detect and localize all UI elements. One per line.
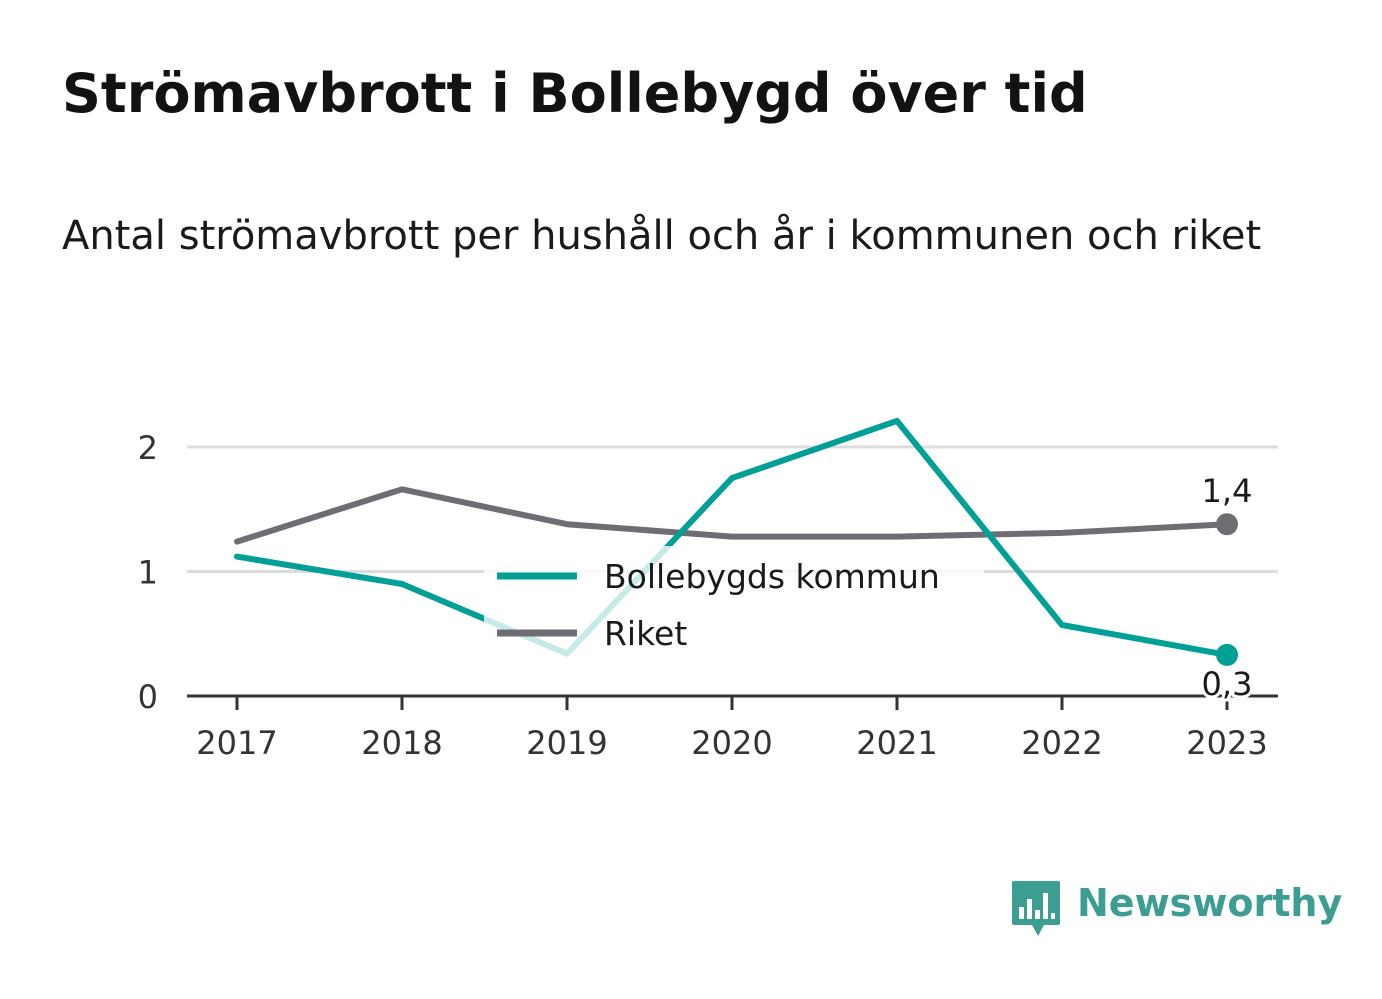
end-value-labels: 0,3 1,4 [1199,469,1256,706]
legend-background [484,546,984,664]
x-tick-label: 2021 [856,724,937,762]
series-line-riket [234,486,1230,545]
y-tick-label: 1 [138,554,158,592]
chart-title: Strömavbrott i Bollebygd över tid [62,62,1088,125]
end-point-markers [1216,513,1238,666]
x-tick-label: 2022 [1021,724,1102,762]
x-tick-label: 2020 [691,724,772,762]
end-value-label-bollebygd: 0,3 [1202,665,1253,703]
end-point-riket [1216,513,1238,536]
series-lines [234,417,1230,658]
legend: Bollebygds kommun Riket [484,546,984,664]
newsworthy-logo: Newsworthy [1011,879,1342,939]
x-tick-label: 2023 [1186,724,1267,762]
chart-subtitle: Antal strömavbrott per hushåll och år i … [62,213,1262,259]
end-value-label-riket: 1,4 [1202,472,1253,510]
end-point-bollebygd [1216,643,1238,666]
x-tick-label: 2018 [361,724,442,762]
x-axis-ticks: 2017 2018 2019 2020 2021 2022 2023 [196,696,1268,762]
x-tick-label: 2017 [196,724,277,762]
y-tick-label: 0 [138,678,158,716]
series-line-bollebygd [234,417,1230,658]
y-axis-ticks: 0 1 2 [138,429,158,716]
y-tick-label: 2 [138,429,158,467]
x-tick-label: 2019 [526,724,607,762]
legend-label-bollebygd: Bollebygds kommun [604,557,940,596]
bar-chart-speech-bubble-icon [1012,881,1060,936]
legend-label-riket: Riket [604,614,687,653]
brand-name: Newsworthy [1077,881,1343,925]
